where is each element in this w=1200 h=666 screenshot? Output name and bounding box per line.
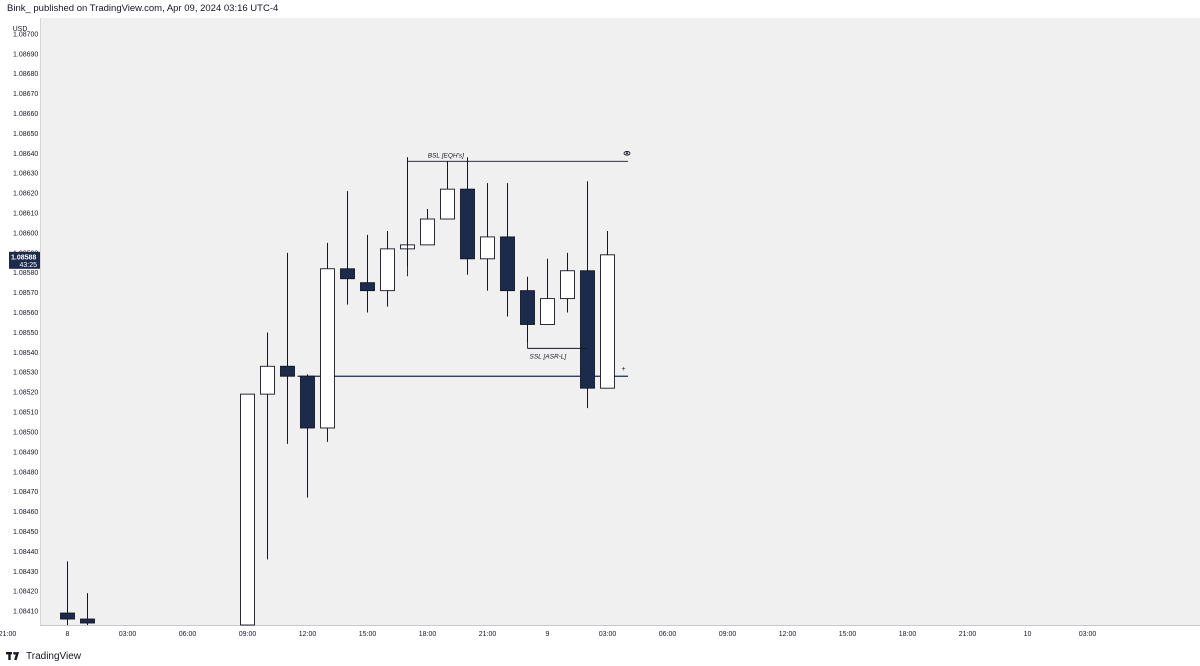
current-price-tag (9, 251, 40, 269)
y-tick-label: 1.08420 (13, 589, 38, 596)
x-tick-label: 18:00 (419, 631, 437, 638)
bull-candle-body (320, 268, 335, 429)
plot-background (40, 18, 1200, 625)
bear-candle-body (300, 375, 315, 429)
chart-area[interactable]: USD 1.08700 1.08690 1.08680 1.08670 1.08660 1.… (0, 18, 1200, 646)
y-tick-label: 1.08690 (13, 51, 38, 58)
bear-candle-body (500, 236, 515, 292)
y-tick-label: 1.08670 (13, 91, 38, 98)
bull-candle-body (380, 248, 395, 292)
y-tick-label: 1.08520 (13, 390, 38, 397)
current-price-value: 1.08588 (11, 254, 36, 261)
y-tick-label: 1.08410 (13, 609, 38, 616)
y-tick-label: 1.08430 (13, 569, 38, 576)
bear-candle-body (280, 365, 295, 377)
y-tick-label: 1.08580 (13, 270, 38, 277)
y-tick-label: 1.08620 (13, 191, 38, 198)
y-tick-label: 1.08570 (13, 290, 38, 297)
x-tick-label: 06:00 (659, 631, 677, 638)
bear-candle-body (580, 270, 595, 389)
x-tick-label: 09:00 (239, 631, 257, 638)
x-tick-label: 21:00 (479, 631, 497, 638)
y-tick-label: 1.08540 (13, 350, 38, 357)
x-tick-label: 21:00 (959, 631, 977, 638)
y-tick-label: 1.08450 (13, 529, 38, 536)
x-tick-label: 03:00 (599, 631, 617, 638)
ssl-label: SSL [ASR-L] (530, 353, 567, 360)
footer-brand: TradingView (26, 650, 82, 662)
y-tick-label: 1.08700 (13, 31, 38, 38)
footer: TradingView (0, 646, 1200, 666)
crosshair-marker: + (621, 366, 625, 373)
y-tick-label: 1.08460 (13, 509, 38, 516)
bear-candle-body (460, 188, 475, 260)
x-tick-label: 10 (1024, 631, 1032, 638)
bull-candle-body (420, 218, 435, 246)
bull-candle-body (540, 298, 555, 325)
y-tick-label: 1.08480 (13, 469, 38, 476)
bear-candle-body (80, 618, 95, 624)
y-tick-label: 1.08640 (13, 151, 38, 158)
tradingview-logo-icon[interactable] (6, 651, 22, 661)
x-tick-label: 9 (546, 631, 550, 638)
y-tick-label: 1.08650 (13, 131, 38, 138)
currency-label: USD (13, 26, 28, 33)
y-tick-label: 1.08680 (13, 71, 38, 78)
y-tick-label: 1.08610 (13, 211, 38, 218)
x-tick-label: 06:00 (179, 631, 197, 638)
bull-candle-body (600, 254, 615, 389)
y-tick-label: 1.08550 (13, 330, 38, 337)
bear-candle-body (60, 612, 75, 620)
bear-candle-body (340, 268, 355, 280)
publish-info: Bink_ published on TradingView.com, Apr … (7, 3, 279, 14)
y-tick-label: 1.08490 (13, 449, 38, 456)
x-tick-label: 18:00 (899, 631, 917, 638)
y-tick-label: 1.08560 (13, 310, 38, 317)
x-tick-label: 15:00 (839, 631, 857, 638)
x-tick-label: 03:00 (1079, 631, 1097, 638)
bear-candle-body (520, 290, 535, 325)
x-tick-label: 12:00 (299, 631, 317, 638)
x-tick-label: 15:00 (359, 631, 377, 638)
current-price-countdown: 43:25 (19, 262, 37, 269)
x-tick-label: 12:00 (779, 631, 797, 638)
y-tick-label: 1.08600 (13, 230, 38, 237)
y-tick-label: 1.08630 (13, 171, 38, 178)
bull-candle-body (260, 365, 275, 395)
bull-candle-body (440, 188, 455, 220)
bsl-label: BSL [EQH's] (428, 152, 464, 159)
y-tick-label: 1.08660 (13, 111, 38, 118)
eye-pupil (626, 152, 628, 155)
bear-candle-body (360, 282, 375, 292)
x-tick-label: 8 (66, 631, 70, 638)
y-tick-label: 1.08510 (13, 410, 38, 417)
bull-candle-body (480, 236, 495, 260)
x-tick-label: 09:00 (719, 631, 737, 638)
eye-icon (623, 151, 631, 156)
x-tick-label: 21:00 (0, 631, 16, 638)
y-tick-label: 1.08470 (13, 489, 38, 496)
y-tick-label: 1.08500 (13, 429, 38, 436)
y-tick-label: 1.08530 (13, 370, 38, 377)
x-tick-label: 03:00 (119, 631, 137, 638)
bull-candle-body (240, 393, 255, 626)
y-tick-label: 1.08440 (13, 549, 38, 556)
bull-candle-body (560, 270, 575, 300)
